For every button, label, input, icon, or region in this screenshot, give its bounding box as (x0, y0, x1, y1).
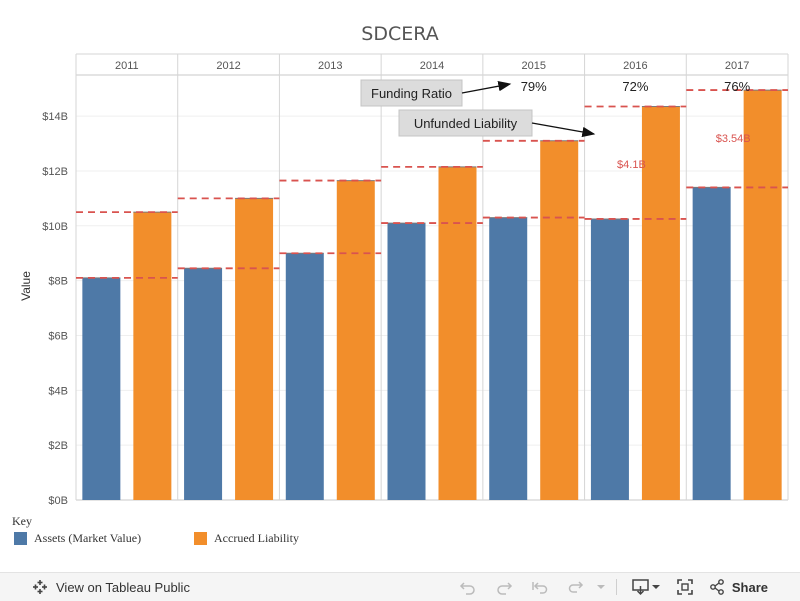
gridlines (76, 115, 788, 446)
y-tick-label: $0B (48, 495, 68, 507)
legend-title: Key (12, 514, 32, 528)
callout-text-0: Funding Ratio (371, 86, 452, 101)
chart: SDCERA 2011 2012 2013 2014 2015 2016 2017 $0B$… (19, 23, 789, 507)
bar-assets-2016[interactable] (590, 218, 629, 501)
unfunded-label-2017: $3.54B (716, 133, 751, 145)
bar-assets-2012[interactable] (184, 268, 223, 500)
redo-icon[interactable] (492, 577, 516, 597)
value-labels: 79% 72% 76% $4.1B $3.54B (521, 79, 751, 171)
year-header-2014: 2014 (420, 60, 444, 72)
y-tick-label: $6B (48, 330, 68, 342)
bar-assets-2017[interactable] (692, 187, 731, 500)
y-axis-title: Value (19, 271, 33, 301)
year-header-2016: 2016 (623, 60, 647, 72)
callout-box-0 (360, 79, 463, 107)
unfunded-label-2016: $4.1B (617, 159, 646, 171)
legend: Key Assets (Market Value) Accrued Liabil… (12, 514, 374, 546)
funding-ratio-label-2017: 76% (724, 79, 750, 94)
y-tick-label: $14B (42, 111, 68, 123)
y-axis: $0B $2B $4B $6B $8B $10B $12B $14B (42, 111, 68, 507)
bar-assets-2015[interactable] (489, 217, 528, 501)
view-on-tableau-link[interactable]: View on Tableau Public (32, 579, 190, 595)
y-tick-label: $12B (42, 166, 68, 178)
year-header-2013: 2013 (318, 60, 342, 72)
funding-ratio-label-2015: 79% (521, 79, 547, 94)
legend-items: Assets (Market Value) Accrued Liability (12, 531, 374, 546)
callout-arrow-1 (531, 122, 596, 138)
toolbar-separator (615, 579, 617, 595)
legend-item-assets[interactable]: Assets (Market Value) (14, 531, 194, 546)
chart-title: SDCERA (361, 23, 438, 45)
fullscreen-icon[interactable] (673, 577, 697, 597)
bar-liability-2017[interactable] (743, 90, 782, 501)
y-tick-label: $8B (48, 276, 68, 288)
funding-ratio-label-2016: 72% (622, 79, 648, 94)
legend-label-assets: Assets (Market Value) (34, 531, 142, 545)
callouts: Funding Ratio Unfunded Liability (360, 79, 596, 138)
y-tick-label: $10B (42, 221, 68, 233)
toolbar-icons: Share (450, 573, 800, 601)
toolbar: View on Tableau Public Share (0, 572, 800, 601)
undo-icon[interactable] (456, 577, 480, 597)
view-on-tableau-label: View on Tableau Public (56, 579, 190, 595)
y-tick-label: $4B (48, 385, 68, 397)
bar-assets-2013[interactable] (285, 253, 324, 500)
download-icon[interactable] (631, 577, 661, 597)
year-header-2012: 2012 (216, 60, 240, 72)
callout-box-1 (398, 109, 533, 137)
callout-arrow-0 (461, 81, 512, 94)
bar-assets-2014[interactable] (387, 223, 426, 500)
legend-item-liability[interactable]: Accrued Liability (194, 531, 374, 546)
refresh-icon[interactable] (564, 577, 588, 597)
year-header-2017: 2017 (725, 60, 749, 72)
share-button[interactable]: Share (709, 579, 768, 595)
legend-swatch-liability (194, 532, 207, 545)
callout-text-1: Unfunded Liability (414, 116, 518, 131)
bar-liability-2015[interactable] (540, 140, 579, 500)
year-header-2015: 2015 (521, 60, 545, 72)
bars (82, 89, 782, 501)
legend-swatch-assets (14, 532, 27, 545)
bar-assets-2011[interactable] (82, 277, 121, 500)
tableau-logo-icon (33, 580, 47, 594)
year-header-row: 2011 2012 2013 2014 2015 2016 2017 (75, 53, 789, 501)
bar-liability-2012[interactable] (235, 198, 274, 501)
revert-icon[interactable] (528, 577, 552, 597)
bar-liability-2014[interactable] (438, 166, 477, 500)
bar-liability-2013[interactable] (336, 180, 375, 500)
share-icon (709, 579, 724, 595)
share-label: Share (731, 579, 768, 595)
reference-lines (76, 89, 788, 279)
bar-liability-2011[interactable] (133, 212, 172, 500)
legend-label-liability: Accrued Liability (214, 531, 299, 545)
year-header-2011: 2011 (115, 60, 139, 72)
bar-liability-2016[interactable] (641, 106, 680, 500)
y-tick-label: $2B (48, 440, 68, 452)
refresh-dropdown-icon[interactable] (596, 577, 606, 597)
